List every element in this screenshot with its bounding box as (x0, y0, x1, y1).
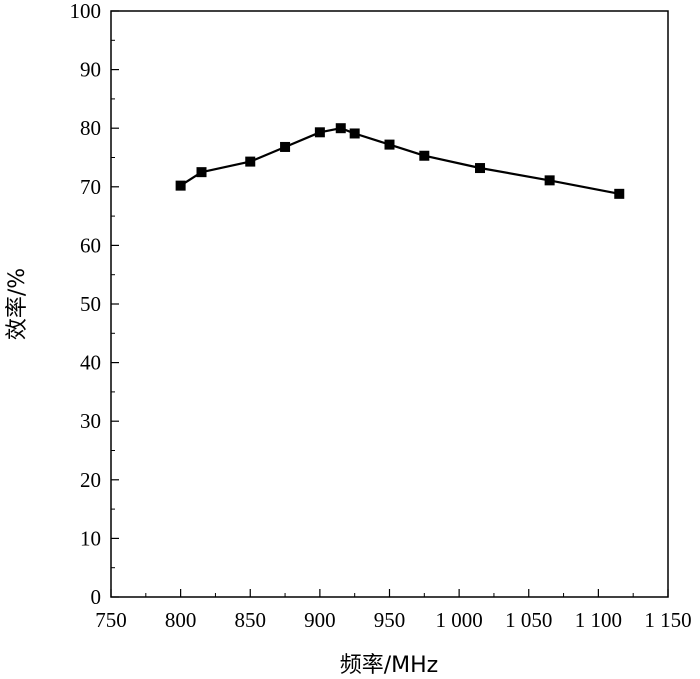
x-axis-ticks: 750 800 850 900 950 1 000 1 050 1 100 1 150 (95, 589, 692, 632)
y-tick-label: 80 (80, 116, 101, 140)
y-tick-label: 10 (80, 526, 101, 550)
series-line (180, 127, 620, 195)
data-point (614, 188, 625, 199)
x-tick-label: 1 100 (575, 608, 622, 632)
y-tick-label: 50 (80, 292, 101, 316)
y-tick-label: 100 (70, 0, 102, 23)
y-tick-label: 40 (80, 351, 101, 375)
data-point (384, 139, 395, 150)
x-tick-label: 750 (95, 608, 127, 632)
x-axis-title: 频率/MHz (340, 653, 439, 678)
x-tick-label: 800 (165, 608, 197, 632)
plot-frame (110, 10, 669, 598)
y-tick-label: 20 (80, 468, 101, 492)
data-point (419, 150, 430, 161)
x-tick-label: 850 (235, 608, 267, 632)
data-point (544, 175, 555, 186)
series-layer (175, 123, 625, 199)
y-tick-label: 60 (80, 233, 101, 257)
x-tick-label: 900 (304, 608, 336, 632)
y-tick-label: 70 (80, 175, 101, 199)
x-tick-label: 1 150 (644, 608, 691, 632)
x-tick-label: 950 (374, 608, 406, 632)
data-point (314, 127, 325, 138)
x-tick-label: 1 050 (505, 608, 552, 632)
data-point (175, 180, 186, 191)
x-tick-label: 1 000 (436, 608, 483, 632)
y-axis-title: 效率/% (5, 268, 30, 340)
data-point (335, 123, 346, 134)
y-tick-label: 90 (80, 58, 101, 82)
y-tick-label: 30 (80, 409, 101, 433)
y-axis-ticks: 0 10 20 30 40 50 60 70 80 90 100 (70, 0, 119, 609)
data-point (475, 163, 486, 174)
data-point (196, 167, 207, 178)
y-tick-label: 0 (91, 585, 102, 609)
data-point (280, 141, 291, 152)
data-point (245, 156, 256, 167)
data-point (349, 128, 360, 139)
